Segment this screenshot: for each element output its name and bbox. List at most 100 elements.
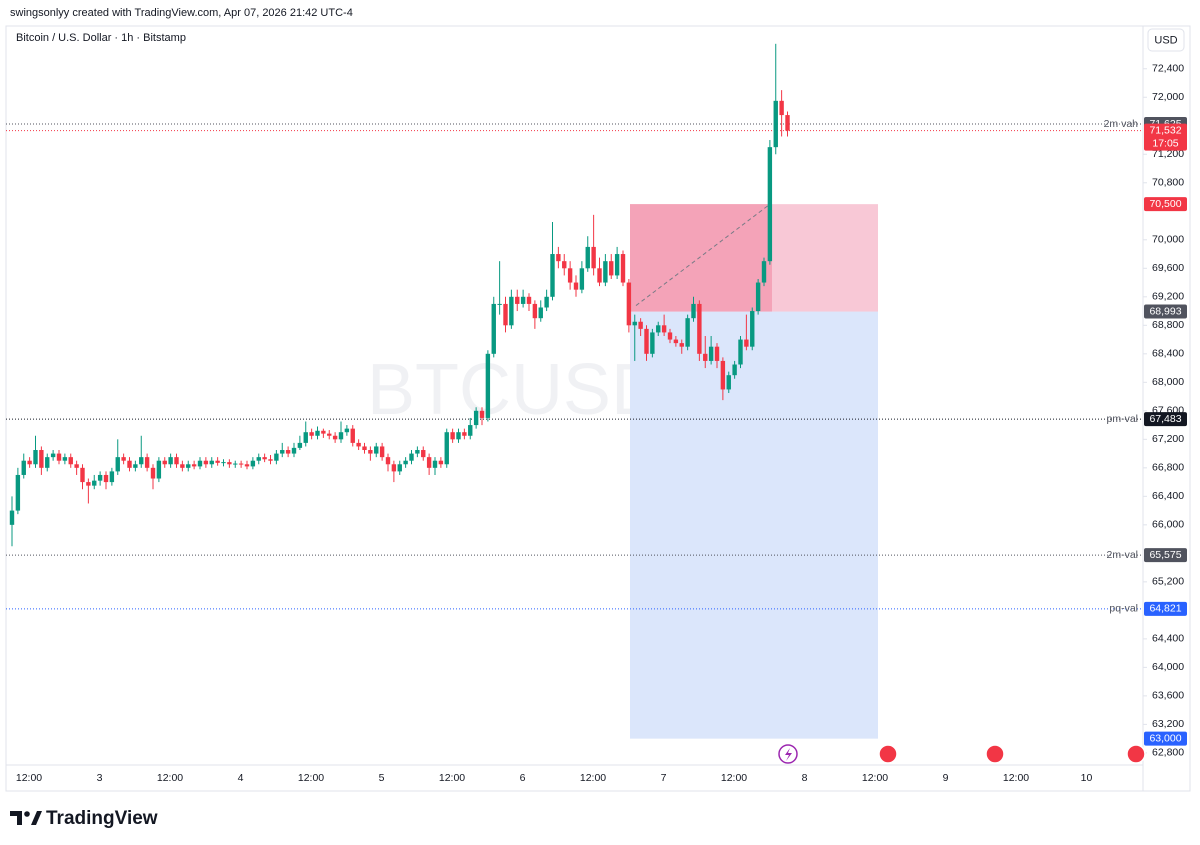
candle-body [450, 432, 455, 440]
y-tick-label: 71,200 [1152, 148, 1184, 160]
candle-body [45, 457, 50, 468]
candle-body [150, 467, 156, 479]
price-tag-label: 64,821 [1149, 603, 1181, 615]
candle-body [244, 464, 250, 467]
event-bolt [785, 748, 792, 761]
candle-body [121, 457, 126, 461]
event-icon[interactable] [878, 744, 898, 764]
candle-body [738, 339, 743, 365]
candle-body [238, 463, 244, 465]
candle-body [468, 425, 473, 436]
candle-body [109, 471, 115, 483]
brand-logo [10, 811, 42, 825]
candle-body [667, 332, 673, 340]
candle-body [74, 464, 79, 468]
candle-body [691, 303, 696, 319]
brand: TradingView [46, 808, 158, 829]
candle-body [597, 268, 602, 283]
price-tag [1144, 601, 1187, 616]
candle-body [591, 246, 596, 269]
currency[interactable]: USD [1154, 34, 1177, 46]
candle-body [503, 303, 508, 326]
candle-body [9, 510, 15, 525]
logo-dot [24, 811, 30, 817]
candle-body [485, 353, 491, 418]
candle-body [197, 460, 203, 467]
candle-body [332, 435, 338, 440]
candle-body [15, 474, 21, 511]
x-tick-label: 5 [379, 772, 385, 784]
candle-body [297, 442, 303, 448]
stop-zone-filled [630, 204, 772, 312]
y-tick-label: 69,200 [1152, 291, 1184, 303]
candle-body [191, 464, 197, 467]
candle-body [127, 460, 132, 468]
candle-body [209, 460, 214, 465]
y-tick-label: 70,800 [1152, 177, 1184, 189]
candle-body [256, 457, 261, 461]
candle-body [133, 464, 138, 468]
candle-body [180, 464, 185, 468]
event-icon[interactable] [1126, 744, 1146, 764]
event-icons [778, 744, 1146, 764]
candle-body [80, 467, 85, 483]
y-tick-label: 64,400 [1152, 633, 1184, 645]
price-tag [1144, 412, 1187, 427]
price-tag [1144, 304, 1187, 319]
level-name: pq-val [1109, 603, 1138, 615]
candle-body [532, 303, 538, 319]
x-tick-label: 12:00 [439, 772, 465, 784]
candle-body [697, 303, 702, 354]
candle-body [421, 450, 426, 458]
candle-body [97, 474, 103, 481]
attribution: swingsonlyy created with TradingView.com… [10, 7, 353, 19]
x-tick-label: 6 [520, 772, 526, 784]
candle-body [27, 460, 32, 465]
position-path [635, 203, 771, 306]
candle-body [233, 463, 238, 465]
candle-body [168, 457, 173, 465]
candle-body [785, 115, 790, 131]
candle-body [550, 254, 555, 297]
event-icon[interactable] [985, 744, 1005, 764]
x-tick-label: 3 [97, 772, 103, 784]
candle-body [92, 480, 97, 486]
candle-body [356, 442, 361, 447]
candle-body [585, 246, 590, 269]
candle-body [39, 450, 44, 468]
chart-title: Bitcoin / U.S. Dollar · 1h · Bitstamp [16, 32, 186, 44]
x-tick-label: 12:00 [862, 772, 888, 784]
y-tick-label: 65,200 [1152, 576, 1184, 588]
price-tag [1144, 197, 1187, 212]
price-tag-label: 63,000 [1149, 732, 1181, 744]
candle-body [186, 464, 191, 468]
candle-body [626, 282, 632, 326]
candle-body [620, 254, 626, 283]
candle-body [632, 321, 637, 326]
level-name: 2m-val [1106, 549, 1138, 561]
candle-body [520, 296, 526, 304]
candle-body [374, 446, 379, 454]
y-tick-label: 66,400 [1152, 490, 1184, 502]
candle-body [432, 460, 438, 468]
candle-body [473, 410, 479, 426]
candle-body [479, 410, 485, 418]
candle-body [685, 318, 690, 347]
candle-body [338, 432, 344, 440]
candle-body [573, 282, 579, 290]
y-tick-label: 66,800 [1152, 462, 1184, 474]
currency-button[interactable] [1147, 28, 1185, 52]
candle-body [368, 450, 373, 454]
target-zone [630, 311, 878, 739]
candle-body [397, 464, 402, 472]
chart-frame [5, 25, 1191, 792]
candle-body [21, 460, 26, 475]
y-tick-label: 69,600 [1152, 262, 1184, 274]
candle-body [538, 307, 543, 319]
candle-body [456, 432, 461, 440]
y-tick-label: 63,600 [1152, 690, 1184, 702]
candle-body [139, 457, 144, 465]
price-tag-label: 65,575 [1149, 549, 1181, 561]
candle-body [526, 296, 532, 304]
candle-body [203, 460, 209, 465]
